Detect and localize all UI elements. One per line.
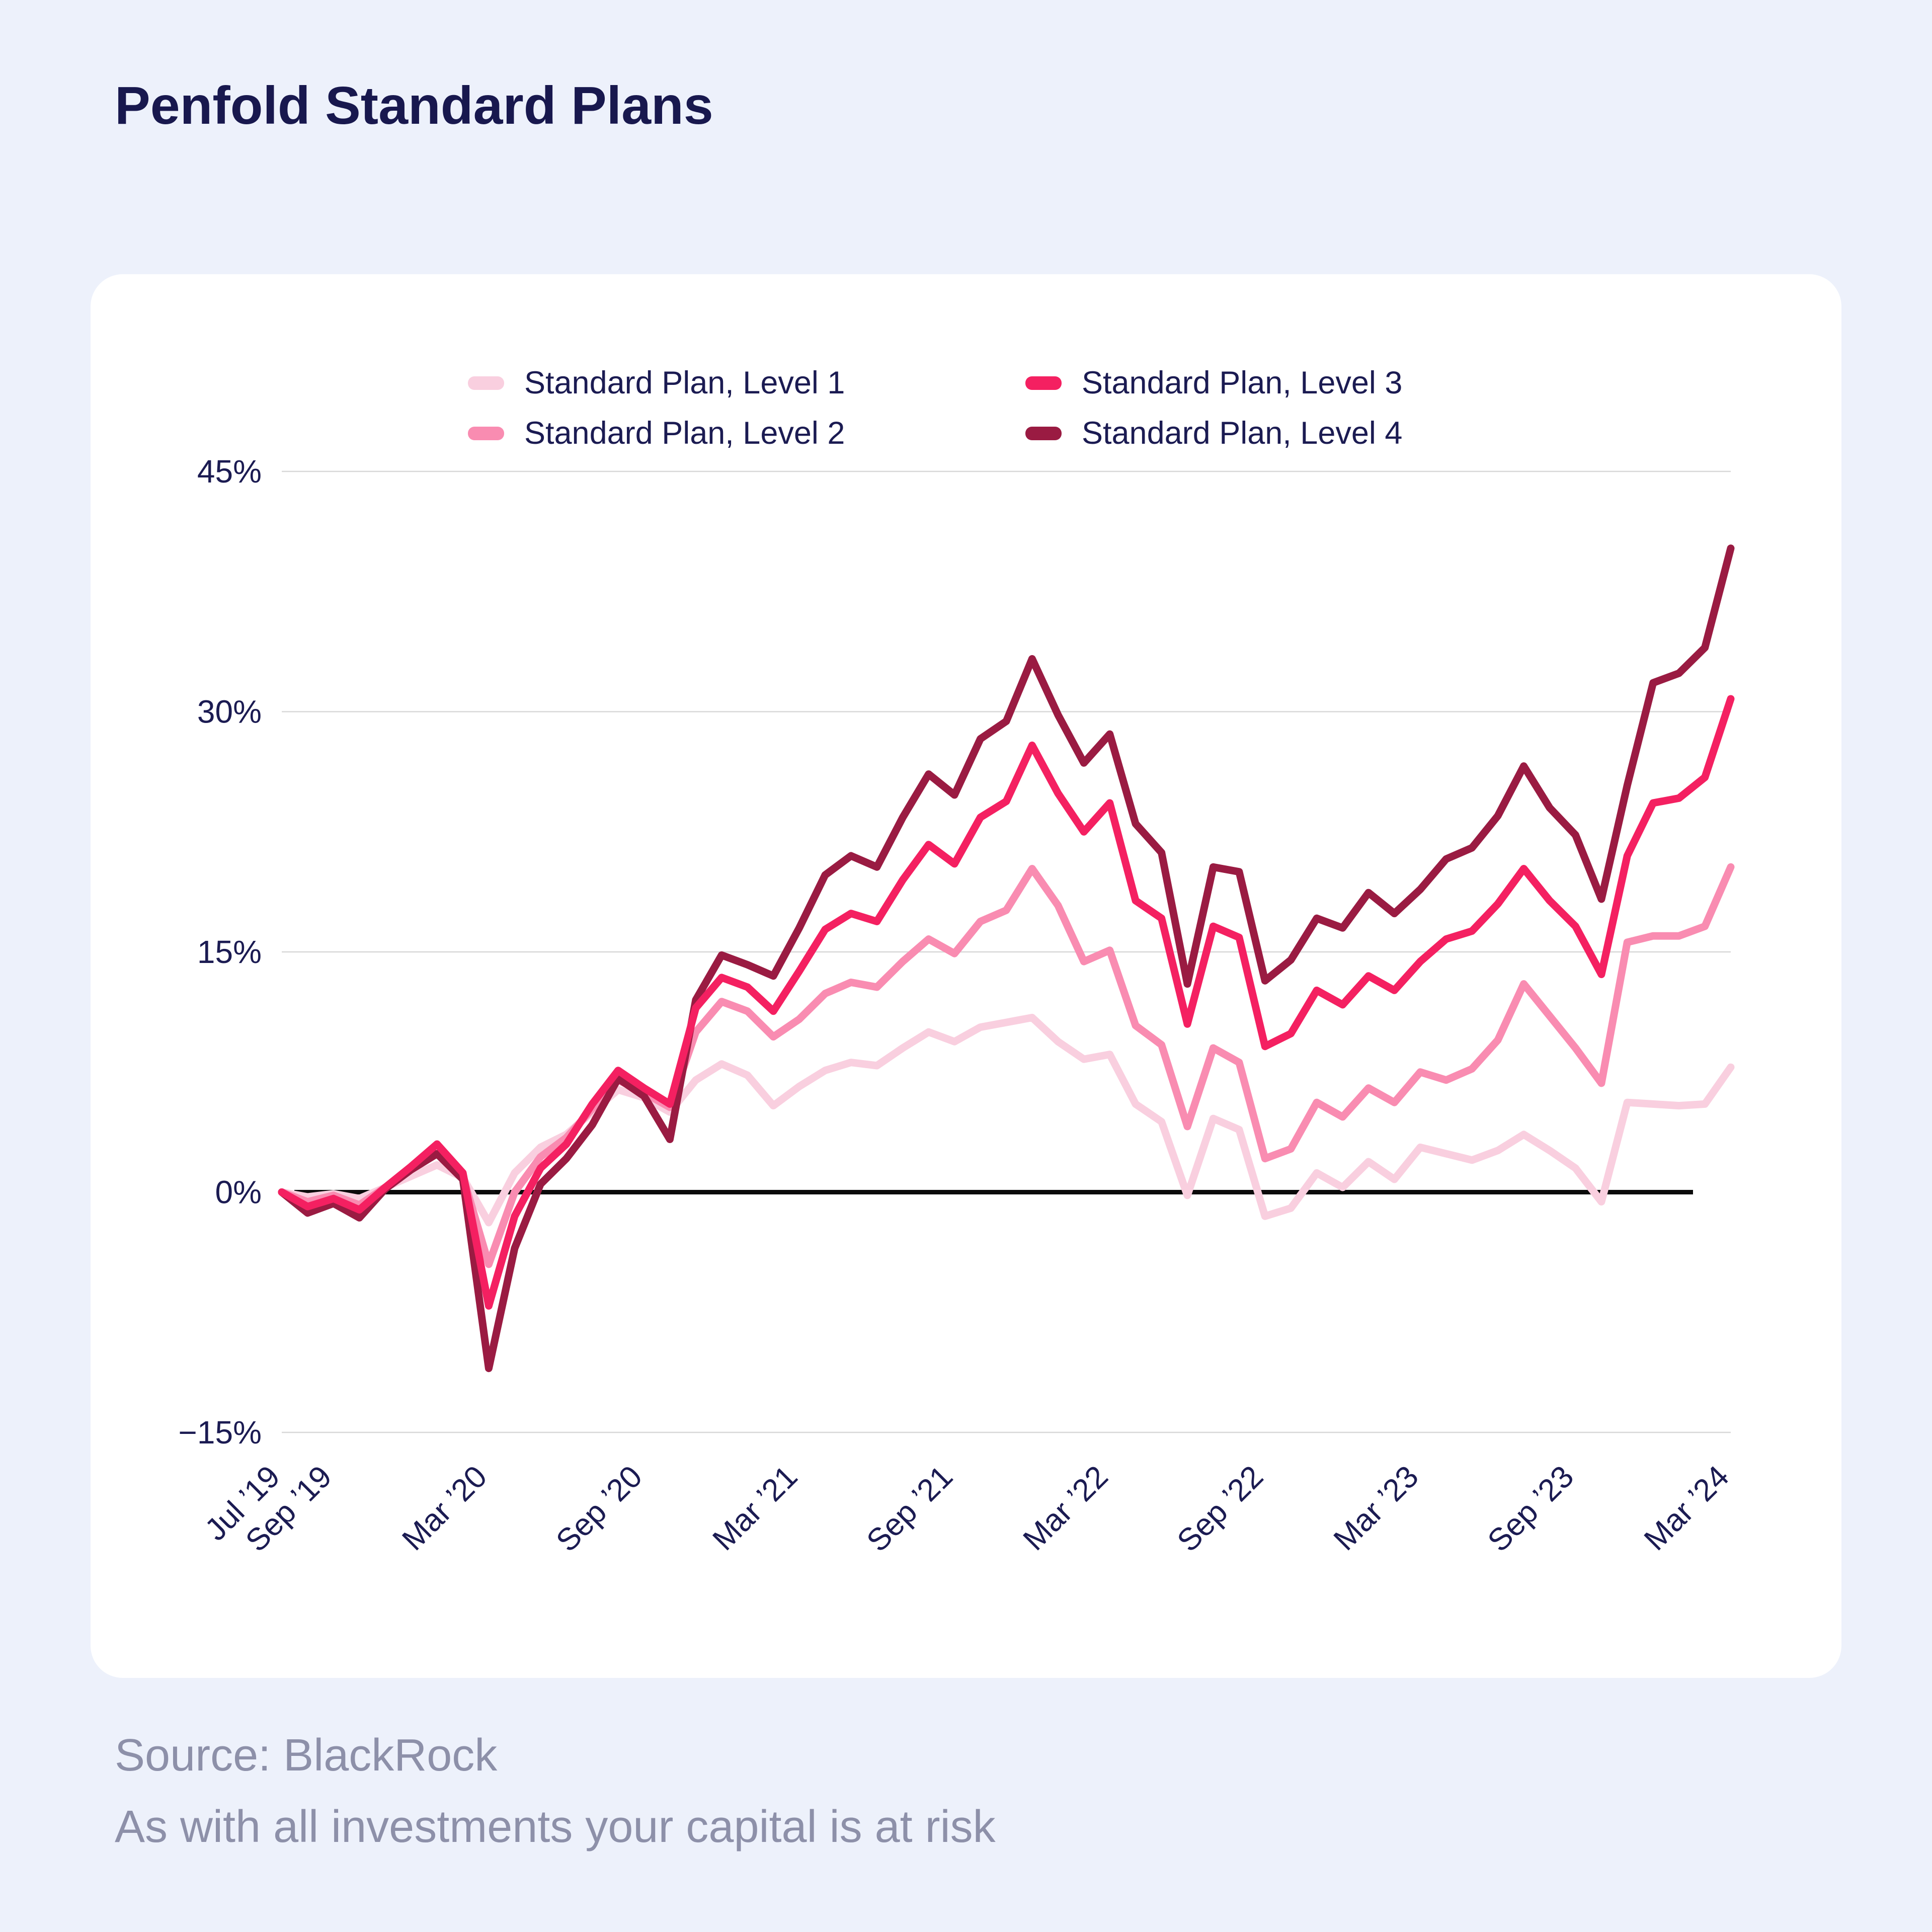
series-line-level-3	[278, 695, 1735, 1310]
legend-swatch-level-4	[1025, 426, 1062, 440]
source-text: Source: BlackRock	[115, 1730, 498, 1781]
legend-swatch-level-3	[1025, 376, 1062, 390]
legend-label-level-1: Standard Plan, Level 1	[524, 365, 845, 400]
series-line-level-2	[278, 863, 1735, 1268]
legend-swatch-level-2	[468, 426, 504, 440]
x-tick-label: Mar ’23	[1327, 1459, 1425, 1557]
disclaimer-text: As with all investments your capital is …	[115, 1802, 996, 1853]
page-title: Penfold Standard Plans	[115, 76, 713, 135]
x-tick-label: Sep ’23	[1481, 1459, 1580, 1558]
x-tick-label: Mar ’20	[395, 1459, 494, 1557]
series-line-level-4	[278, 544, 1735, 1373]
legend-label-level-2: Standard Plan, Level 2	[524, 416, 845, 451]
legend-swatch-level-1	[468, 376, 504, 390]
legend-item-level-3: Standard Plan, Level 3	[1025, 364, 1402, 402]
y-tick-label: 15%	[197, 934, 262, 970]
legend-item-level-2: Standard Plan, Level 2	[468, 414, 845, 452]
chart-card: 45% 30% 15% 0% −15% Jul ’19 Sep ’19 Mar ’20 Sep …	[91, 274, 1841, 1678]
x-tick-label: Mar ’24	[1638, 1459, 1736, 1557]
y-tick-label: 30%	[197, 694, 262, 730]
x-tick-label: Mar ’21	[706, 1459, 804, 1557]
legend-label-level-3: Standard Plan, Level 3	[1082, 365, 1403, 400]
series-line-level-1	[278, 1014, 1735, 1227]
legend-item-level-4: Standard Plan, Level 4	[1025, 414, 1402, 452]
x-tick-label: Sep ’21	[860, 1459, 959, 1558]
footer: Source: BlackRock As with all investment…	[115, 1720, 996, 1863]
x-tick-label: Mar ’22	[1017, 1459, 1115, 1557]
x-tick-label: Sep ’22	[1171, 1459, 1270, 1558]
y-tick-label: −15%	[179, 1414, 262, 1451]
x-tick-label: Sep ’20	[549, 1459, 649, 1558]
y-tick-label: 0%	[215, 1174, 262, 1211]
y-tick-label: 45%	[197, 453, 262, 490]
legend-item-level-1: Standard Plan, Level 1	[468, 364, 845, 402]
legend-label-level-4: Standard Plan, Level 4	[1082, 416, 1403, 451]
